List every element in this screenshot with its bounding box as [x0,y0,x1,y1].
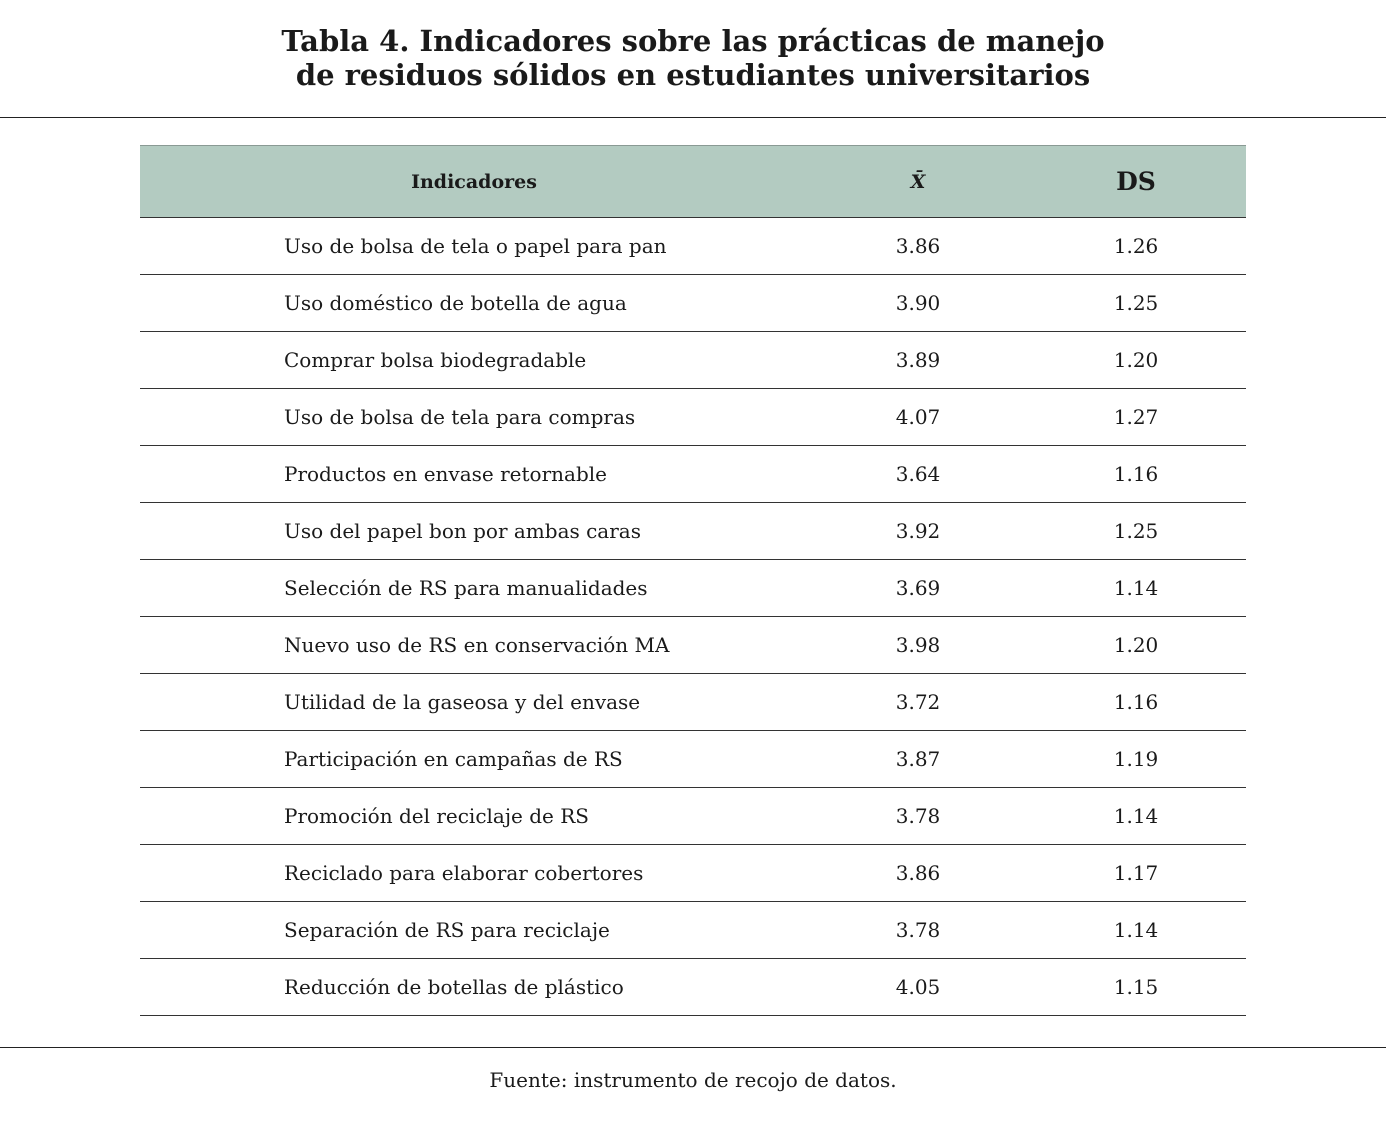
cell-indicator: Promoción del reciclaje de RS [284,804,589,828]
cell-indicator: Reducción de botellas de plástico [284,975,624,999]
header-ds: DS [1116,167,1156,196]
cell-mean: 3.90 [895,291,941,315]
table-row: Nuevo uso de RS en conservación MA 3.98 1.… [140,616,1246,674]
cell-sd: 1.14 [1113,804,1159,828]
cell-indicator: Productos en envase retornable [284,462,607,486]
top-rule [0,117,1386,118]
cell-indicator: Separación de RS para reciclaje [284,918,610,942]
title-line-2: de residuos sólidos en estudiantes unive… [295,58,1091,92]
cell-mean: 4.05 [895,975,941,999]
cell-mean: 3.64 [895,462,941,486]
cell-indicator: Selección de RS para manualidades [284,576,648,600]
cell-indicator: Utilidad de la gaseosa y del envase [284,690,641,714]
cell-sd: 1.17 [1113,861,1159,885]
header-indicadores: Indicadores [411,170,537,193]
cell-mean: 3.78 [895,918,941,942]
cell-mean: 4.07 [895,405,941,429]
cell-sd: 1.20 [1113,348,1159,372]
cell-sd: 1.14 [1113,576,1159,600]
table-row: Comprar bolsa biodegradable 3.89 1.20 [140,331,1246,389]
cell-mean: 3.92 [895,519,941,543]
cell-indicator: Uso doméstico de botella de agua [284,291,627,315]
table-row: Uso de bolsa de tela para compras 4.07 1.2… [140,388,1246,446]
table-row: Reducción de botellas de plástico 4.05 1.1… [140,958,1246,1016]
table-row: Uso de bolsa de tela o papel para pan 3.8… [140,217,1246,275]
cell-indicator: Nuevo uso de RS en conservación MA [284,633,670,657]
cell-mean: 3.98 [895,633,941,657]
table-row: Promoción del reciclaje de RS 3.78 1.14 [140,787,1246,845]
cell-indicator: Reciclado para elaborar cobertores [284,861,644,885]
cell-sd: 1.16 [1113,462,1159,486]
cell-sd: 1.25 [1113,519,1159,543]
cell-mean: 3.86 [895,234,941,258]
indicators-table: Indicadores X̄ DS Uso de bolsa de tela o… [140,145,1246,1016]
cell-indicator: Comprar bolsa biodegradable [284,348,587,372]
cell-sd: 1.26 [1113,234,1159,258]
table-row: Uso doméstico de botella de agua 3.90 1.25 [140,274,1246,332]
cell-sd: 1.15 [1113,975,1159,999]
table-row: Uso del papel bon por ambas caras 3.92 1.2… [140,502,1246,560]
cell-mean: 3.78 [895,804,941,828]
cell-mean: 3.87 [895,747,941,771]
cell-mean: 3.72 [895,690,941,714]
cell-sd: 1.14 [1113,918,1159,942]
cell-mean: 3.89 [895,348,941,372]
table-row: Utilidad de la gaseosa y del envase 3.72 1… [140,673,1246,731]
cell-indicator: Participación en campañas de RS [284,747,623,771]
cell-indicator: Uso del papel bon por ambas caras [284,519,641,543]
table-row: Participación en campañas de RS 3.87 1.19 [140,730,1246,788]
cell-sd: 1.16 [1113,690,1159,714]
cell-sd: 1.20 [1113,633,1159,657]
title-line-1: Tabla 4. Indicadores sobre las prácticas… [281,24,1105,58]
table-title: Tabla 4. Indicadores sobre las prácticas… [0,24,1386,92]
table-row: Reciclado para elaborar cobertores 3.86 1.… [140,844,1246,902]
table-row: Productos en envase retornable 3.64 1.16 [140,445,1246,503]
cell-indicator: Uso de bolsa de tela para compras [284,405,636,429]
cell-sd: 1.19 [1113,747,1159,771]
cell-indicator: Uso de bolsa de tela o papel para pan [284,234,667,258]
table-row: Separación de RS para reciclaje 3.78 1.14 [140,901,1246,959]
header-mean: X̄ [910,170,926,193]
cell-mean: 3.69 [895,576,941,600]
source-note: Fuente: instrumento de recojo de datos. [489,1068,897,1092]
cell-sd: 1.25 [1113,291,1159,315]
table-header: Indicadores X̄ DS [140,145,1246,218]
cell-mean: 3.86 [895,861,941,885]
bottom-rule [0,1047,1386,1048]
cell-sd: 1.27 [1113,405,1159,429]
table-row: Selección de RS para manualidades 3.69 1.1… [140,559,1246,617]
